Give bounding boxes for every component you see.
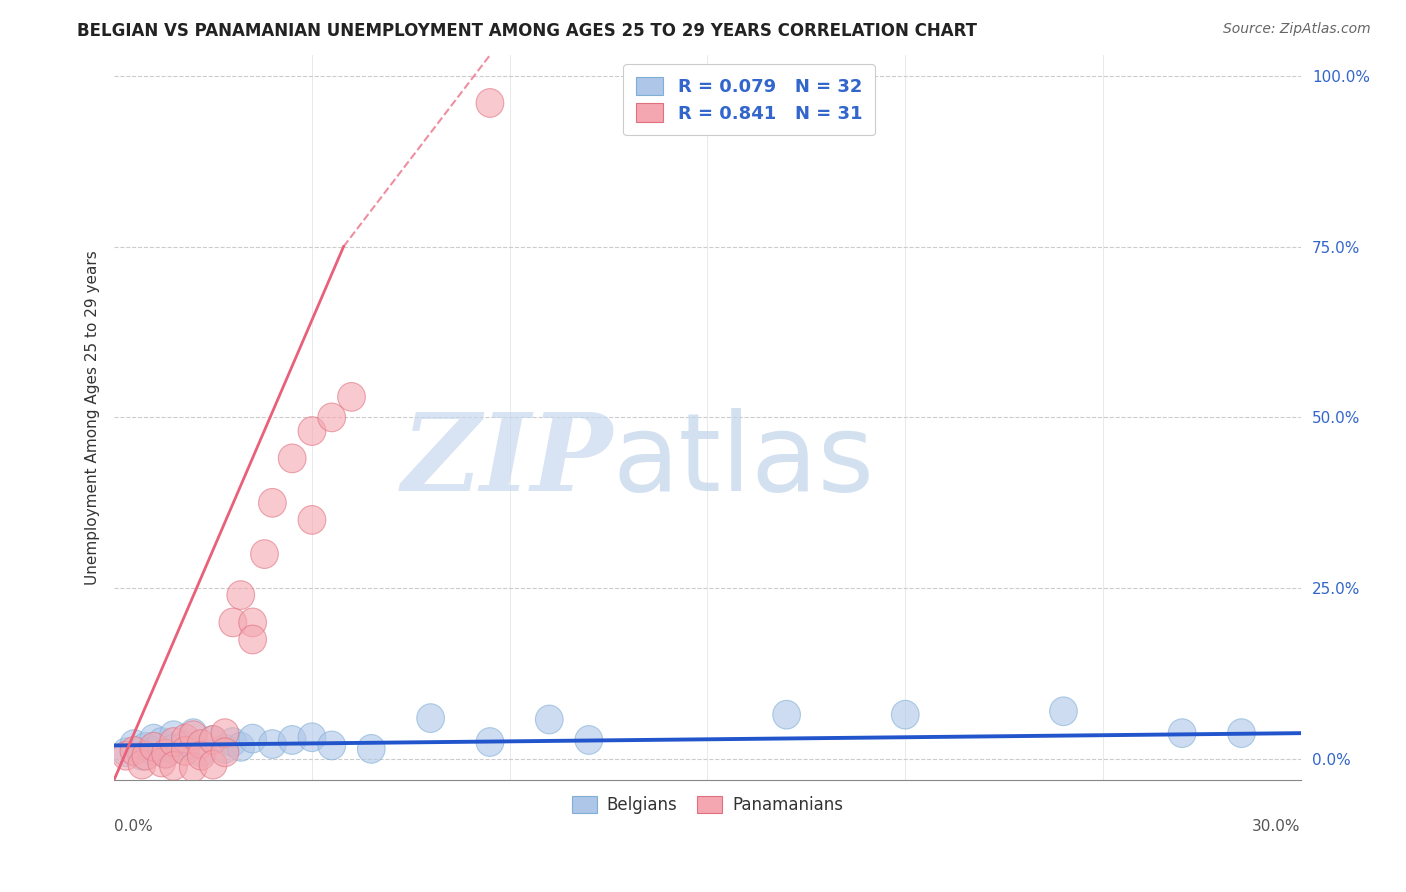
Ellipse shape [575,725,603,755]
Ellipse shape [180,753,207,781]
Ellipse shape [239,625,267,654]
Ellipse shape [148,748,176,777]
Ellipse shape [891,700,920,729]
Ellipse shape [120,730,148,758]
Ellipse shape [141,724,167,753]
Ellipse shape [141,732,167,761]
Ellipse shape [128,750,156,779]
Ellipse shape [226,732,254,761]
Ellipse shape [187,730,215,758]
Ellipse shape [160,734,187,764]
Ellipse shape [172,724,200,753]
Ellipse shape [477,88,503,118]
Text: BELGIAN VS PANAMANIAN UNEMPLOYMENT AMONG AGES 25 TO 29 YEARS CORRELATION CHART: BELGIAN VS PANAMANIAN UNEMPLOYMENT AMONG… [77,22,977,40]
Ellipse shape [298,506,326,534]
Ellipse shape [318,731,346,760]
Ellipse shape [1227,719,1256,747]
Ellipse shape [211,719,239,747]
Ellipse shape [128,741,156,770]
Ellipse shape [239,724,267,753]
Ellipse shape [180,721,207,749]
Ellipse shape [160,721,187,749]
Ellipse shape [298,417,326,445]
Ellipse shape [318,403,346,432]
Ellipse shape [172,737,200,765]
Ellipse shape [536,705,564,734]
Ellipse shape [112,741,141,770]
Ellipse shape [132,741,160,770]
Ellipse shape [148,728,176,756]
Ellipse shape [259,730,287,758]
Ellipse shape [337,383,366,411]
Ellipse shape [152,739,180,768]
Ellipse shape [187,741,215,770]
Text: atlas: atlas [613,408,875,514]
Ellipse shape [477,728,503,756]
Text: 0.0%: 0.0% [114,820,153,835]
Ellipse shape [120,737,148,765]
Ellipse shape [1050,697,1077,725]
Ellipse shape [160,728,187,756]
Ellipse shape [416,704,444,732]
Ellipse shape [239,608,267,637]
Ellipse shape [200,725,226,755]
Text: ZIP: ZIP [401,408,613,514]
Ellipse shape [200,725,226,755]
Text: Source: ZipAtlas.com: Source: ZipAtlas.com [1223,22,1371,37]
Ellipse shape [211,734,239,764]
Ellipse shape [141,737,167,765]
Ellipse shape [132,732,160,761]
Y-axis label: Unemployment Among Ages 25 to 29 years: Unemployment Among Ages 25 to 29 years [86,250,100,585]
Ellipse shape [298,723,326,752]
Ellipse shape [278,725,307,755]
Ellipse shape [187,738,215,766]
Ellipse shape [112,738,141,766]
Ellipse shape [259,489,287,517]
Legend: Belgians, Panamanians: Belgians, Panamanians [564,787,852,822]
Ellipse shape [200,750,226,779]
Ellipse shape [357,734,385,764]
Ellipse shape [219,608,246,637]
Ellipse shape [211,738,239,766]
Ellipse shape [250,540,278,568]
Ellipse shape [160,752,187,780]
Ellipse shape [172,731,200,760]
Ellipse shape [278,444,307,473]
Ellipse shape [773,700,800,729]
Ellipse shape [219,728,246,756]
Ellipse shape [1168,719,1197,747]
Ellipse shape [152,739,180,768]
Ellipse shape [180,719,207,747]
Ellipse shape [226,581,254,609]
Text: 30.0%: 30.0% [1253,820,1301,835]
